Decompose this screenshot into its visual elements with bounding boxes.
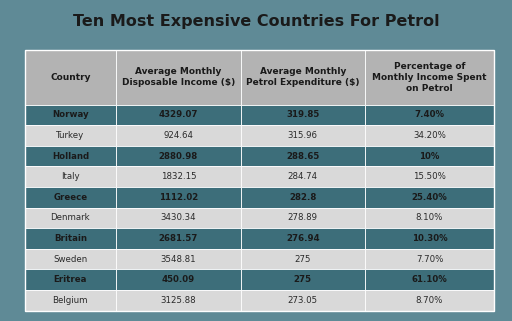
- Text: Percentage of
Monthly Income Spent
on Petrol: Percentage of Monthly Income Spent on Pe…: [372, 62, 487, 93]
- Text: 10%: 10%: [419, 152, 440, 160]
- Text: Sweden: Sweden: [53, 255, 88, 264]
- Text: 61.10%: 61.10%: [412, 275, 447, 284]
- Text: Ten Most Expensive Countries For Petrol: Ten Most Expensive Countries For Petrol: [73, 14, 439, 30]
- Text: 924.64: 924.64: [163, 131, 194, 140]
- Text: 7.70%: 7.70%: [416, 255, 443, 264]
- Text: Holland: Holland: [52, 152, 89, 160]
- Text: Country: Country: [50, 73, 91, 82]
- Text: 288.65: 288.65: [286, 152, 319, 160]
- Text: 10.30%: 10.30%: [412, 234, 447, 243]
- Text: 8.10%: 8.10%: [416, 213, 443, 222]
- Text: 34.20%: 34.20%: [413, 131, 446, 140]
- Text: Norway: Norway: [52, 110, 89, 119]
- Text: 3125.88: 3125.88: [161, 296, 196, 305]
- Text: 450.09: 450.09: [162, 275, 195, 284]
- Text: 282.8: 282.8: [289, 193, 316, 202]
- Text: Eritrea: Eritrea: [54, 275, 87, 284]
- Text: 275: 275: [294, 275, 312, 284]
- Text: Denmark: Denmark: [51, 213, 90, 222]
- Text: 284.74: 284.74: [288, 172, 318, 181]
- Text: 3430.34: 3430.34: [161, 213, 196, 222]
- Text: 275: 275: [294, 255, 311, 264]
- Text: 319.85: 319.85: [286, 110, 319, 119]
- Text: 273.05: 273.05: [288, 296, 318, 305]
- Text: 3548.81: 3548.81: [161, 255, 196, 264]
- Text: Average Monthly
Disposable Income ($): Average Monthly Disposable Income ($): [122, 67, 235, 87]
- Text: Britain: Britain: [54, 234, 87, 243]
- Text: Turkey: Turkey: [56, 131, 84, 140]
- Text: Belgium: Belgium: [53, 296, 88, 305]
- Text: 2681.57: 2681.57: [159, 234, 198, 243]
- Text: 2880.98: 2880.98: [159, 152, 198, 160]
- Text: 1832.15: 1832.15: [161, 172, 196, 181]
- Text: 315.96: 315.96: [288, 131, 318, 140]
- Text: 4329.07: 4329.07: [159, 110, 198, 119]
- Text: 8.70%: 8.70%: [416, 296, 443, 305]
- Text: 278.89: 278.89: [288, 213, 318, 222]
- Text: 15.50%: 15.50%: [413, 172, 446, 181]
- Text: 276.94: 276.94: [286, 234, 319, 243]
- Text: 25.40%: 25.40%: [412, 193, 447, 202]
- Text: 7.40%: 7.40%: [415, 110, 444, 119]
- Text: 1112.02: 1112.02: [159, 193, 198, 202]
- Text: Greece: Greece: [53, 193, 88, 202]
- Text: Italy: Italy: [61, 172, 80, 181]
- Text: Average Monthly
Petrol Expenditure ($): Average Monthly Petrol Expenditure ($): [246, 67, 359, 87]
